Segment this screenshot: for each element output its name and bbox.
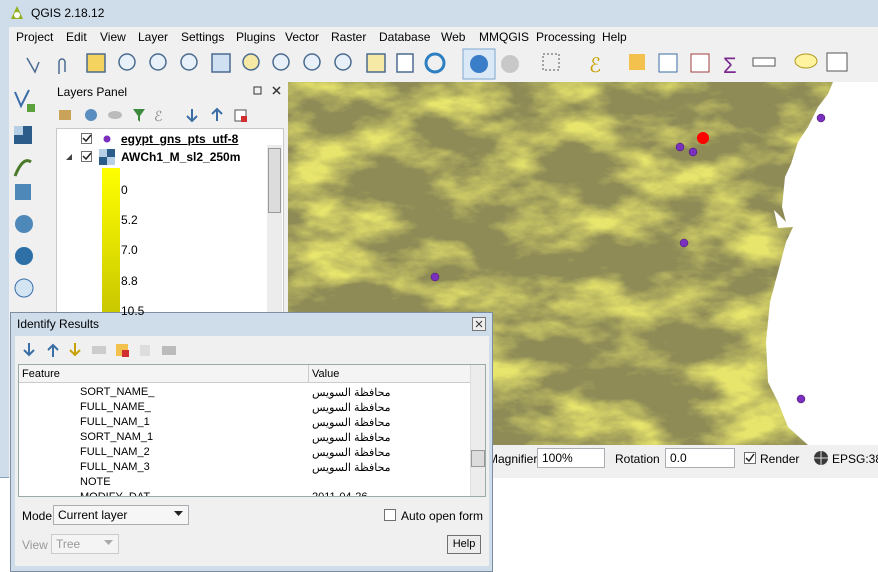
- field-name: SORT_NAME_: [80, 386, 155, 398]
- menu-item[interactable]: Vector: [285, 30, 320, 44]
- crs-label[interactable]: EPSG:385: [832, 452, 878, 466]
- result-row[interactable]: MODIFY_DAT 2011-04-26: [19, 491, 471, 497]
- rotation-input[interactable]: 0.0: [665, 448, 735, 468]
- panel-title: Layers Panel: [57, 85, 128, 99]
- render-label: Render: [760, 452, 800, 466]
- magnifier-label: Magnifier: [488, 452, 538, 466]
- field-value: محافظة السويس: [312, 387, 391, 399]
- legend-label: 8.8: [121, 273, 138, 288]
- menu-item[interactable]: MMQGIS: [479, 30, 529, 44]
- table-scrollbar: [470, 365, 485, 496]
- left-toolbar: [13, 89, 35, 298]
- auto-open-checkbox[interactable]: [384, 509, 396, 521]
- field-name: FULL_NAME_: [80, 401, 151, 413]
- view-label: View: [22, 538, 48, 552]
- legend-label: 10.5: [121, 303, 145, 318]
- panel-buttons: [253, 86, 281, 95]
- field-name: FULL_NAM_2: [80, 446, 150, 458]
- result-row[interactable]: FULL_NAM_1 محافظة السويس: [19, 416, 471, 431]
- mode-label: Mode: [22, 509, 53, 523]
- table-header: [19, 365, 470, 383]
- auto-open-label: Auto open form: [401, 509, 484, 523]
- field-name: SORT_NAM_1: [80, 431, 154, 443]
- rotation-label: Rotation: [615, 452, 660, 466]
- field-value: محافظة السويس: [312, 462, 391, 474]
- scrollbar-thumb: [471, 450, 485, 467]
- layer-checkbox[interactable]: [81, 133, 92, 144]
- field-name: NOTE: [80, 476, 111, 488]
- layer-tree: [56, 128, 284, 322]
- point-symbol: [103, 135, 111, 143]
- combo-arrow: [104, 540, 113, 545]
- result-row[interactable]: FULL_NAM_2 محافظة السويس: [19, 446, 471, 461]
- menu-item[interactable]: Web: [441, 30, 466, 44]
- field-value: 2011-04-26: [312, 491, 368, 497]
- menu-item[interactable]: Database: [379, 30, 431, 44]
- menu-bar: Project Edit View Layer Settings Plugins Vecto…: [9, 28, 878, 46]
- field-name: FULL_NAM_1: [80, 416, 150, 428]
- results-table: Feature Value SORT_NAME_ محافظة السويس FUL…: [18, 364, 486, 497]
- svg-text:Σ: Σ: [723, 53, 737, 78]
- menu-item[interactable]: Project: [16, 30, 54, 44]
- toolbar: ℰ Σ: [26, 48, 848, 80]
- result-row[interactable]: FULL_NAM_3 محافظة السويس: [19, 461, 471, 476]
- legend-label: 0: [121, 183, 128, 197]
- field-name: FULL_NAM_3: [80, 461, 150, 473]
- legend-label: 7.0: [121, 243, 138, 258]
- check-mark: [82, 152, 92, 161]
- panel-toolbar: ℰ: [59, 107, 247, 124]
- dialog-title: Identify Results: [17, 317, 100, 331]
- layer-name[interactable]: egypt_gns_pts_utf-8: [121, 132, 239, 146]
- menu-item[interactable]: Help: [602, 30, 627, 44]
- column-header[interactable]: Value: [312, 368, 340, 380]
- dialog-toolbar: [23, 343, 176, 357]
- crs-icon[interactable]: [813, 450, 829, 466]
- result-row[interactable]: NOTE: [19, 476, 471, 491]
- menu-item[interactable]: Edit: [66, 30, 87, 44]
- check-mark: [82, 134, 92, 143]
- menu-item[interactable]: Processing: [536, 30, 596, 44]
- help-button[interactable]: Help: [447, 535, 481, 554]
- result-row[interactable]: SORT_NAME_ محافظة السويس: [19, 386, 471, 401]
- window-title: QGIS 2.18.12: [31, 6, 105, 20]
- combo-arrow: [174, 511, 183, 516]
- field-value: محافظة السويس: [312, 402, 391, 414]
- result-row[interactable]: FULL_NAME_ محافظة السويس: [19, 401, 471, 416]
- menu-item[interactable]: Layer: [138, 30, 169, 44]
- menu-item[interactable]: View: [100, 30, 126, 44]
- legend-label: 5.2: [121, 213, 138, 228]
- menu-item[interactable]: Raster: [331, 30, 367, 44]
- menu-item[interactable]: Plugins: [236, 30, 276, 44]
- layer-name[interactable]: AWCh1_M_sl2_250m: [121, 150, 241, 164]
- field-value: محافظة السويس: [312, 417, 391, 429]
- layer-checkbox[interactable]: [81, 151, 92, 162]
- app-icon: [11, 6, 23, 19]
- expand-arrow[interactable]: [64, 152, 74, 162]
- column-header[interactable]: Feature: [22, 368, 60, 380]
- field-name: MODIFY_DAT: [80, 491, 151, 497]
- raster-symbol: [99, 149, 115, 165]
- dialog-close[interactable]: [472, 317, 486, 331]
- table-rows: SORT_NAME_ محافظة السويس FULL_NAME_ محافظة …: [19, 386, 471, 497]
- check-mark: [745, 453, 755, 463]
- view-combo[interactable]: Tree: [51, 534, 119, 554]
- result-row[interactable]: SORT_NAM_1 محافظة السويس: [19, 431, 471, 446]
- svg-text:ℰ: ℰ: [589, 55, 601, 77]
- menu-item[interactable]: Settings: [181, 30, 225, 44]
- magnifier-input[interactable]: 100%: [537, 448, 605, 468]
- scrollbar-thumb: [268, 148, 281, 213]
- legend-ramp: [102, 168, 120, 322]
- svg-text:ℰ: ℰ: [154, 108, 162, 124]
- column-divider: [308, 365, 309, 383]
- mode-combo[interactable]: Current layer: [53, 505, 189, 525]
- field-value: محافظة السويس: [312, 432, 391, 444]
- field-value: محافظة السويس: [312, 447, 391, 459]
